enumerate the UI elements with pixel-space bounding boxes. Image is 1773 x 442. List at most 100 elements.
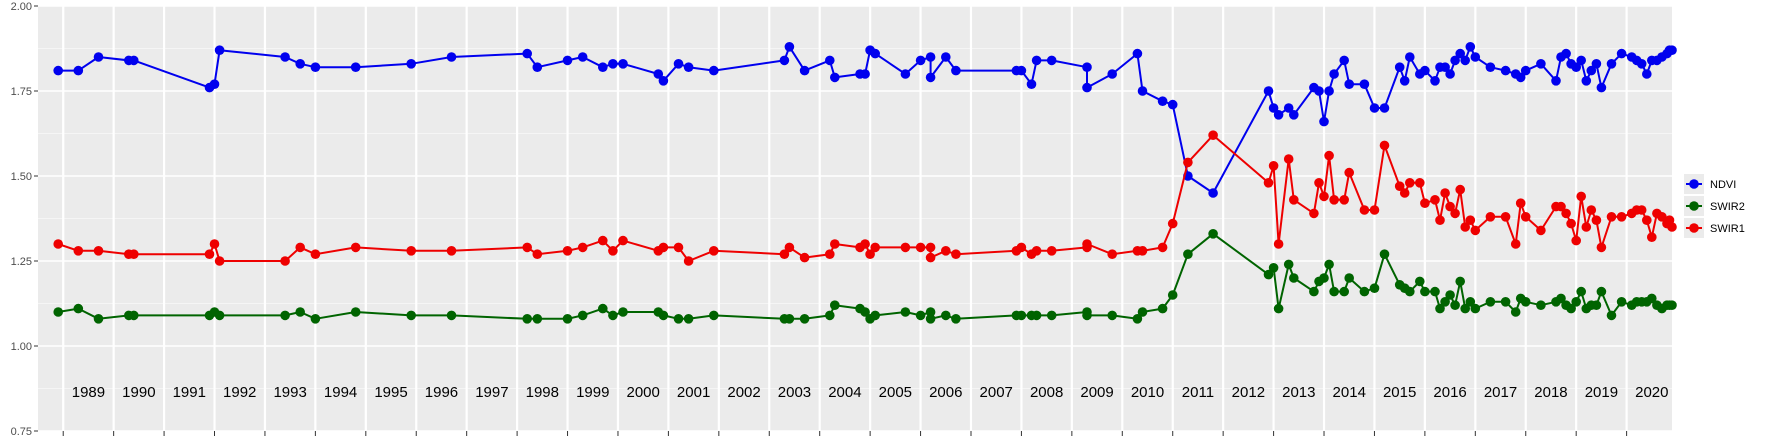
data-point: [865, 249, 875, 259]
data-point: [1566, 303, 1576, 314]
data-point: [1415, 276, 1425, 287]
data-point: [1500, 297, 1511, 307]
data-point: [825, 310, 835, 321]
data-point: [93, 314, 104, 324]
data-point: [1455, 184, 1465, 195]
data-point: [1208, 229, 1218, 239]
data-point: [1485, 62, 1496, 72]
data-point: [1636, 205, 1647, 215]
data-point: [925, 72, 936, 83]
data-point: [129, 310, 139, 321]
data-point: [1415, 178, 1425, 188]
data-point: [1379, 249, 1390, 259]
data-point: [1576, 191, 1586, 202]
data-point: [1647, 293, 1657, 304]
data-point: [446, 310, 457, 321]
grid-lines: [38, 5, 1672, 432]
year-label: 1994: [324, 384, 357, 401]
data-point: [1273, 303, 1284, 314]
year-label: 2007: [980, 384, 1013, 401]
data-point: [1435, 215, 1445, 225]
data-point: [618, 235, 628, 246]
data-point: [1208, 130, 1218, 140]
data-point: [1309, 208, 1319, 219]
data-point: [350, 62, 361, 72]
data-point: [1289, 273, 1299, 283]
data-point: [1319, 273, 1329, 283]
data-point: [683, 314, 694, 324]
data-point: [1369, 205, 1380, 215]
data-point: [900, 69, 911, 79]
data-point: [830, 300, 840, 311]
y-tick-label: 2.00: [11, 1, 32, 13]
year-label: 1995: [374, 384, 407, 401]
data-point: [1536, 225, 1546, 236]
data-point: [1268, 103, 1279, 113]
data-point: [1596, 82, 1607, 93]
data-point: [1026, 79, 1037, 89]
data-point: [1132, 48, 1143, 59]
data-point: [1283, 154, 1294, 164]
data-point: [1208, 188, 1218, 198]
data-point: [93, 246, 104, 256]
data-point: [951, 65, 961, 76]
data-point: [608, 59, 618, 69]
data-point: [73, 303, 84, 314]
data-point: [1576, 286, 1586, 297]
data-point: [1435, 303, 1445, 314]
year-label: 2008: [1030, 384, 1063, 401]
data-point: [653, 69, 664, 79]
data-point: [1359, 286, 1370, 297]
data-point: [1167, 99, 1178, 110]
year-label: 2019: [1585, 384, 1618, 401]
data-point: [860, 239, 870, 249]
year-label: 2002: [727, 384, 760, 401]
data-point: [295, 242, 306, 253]
data-point: [1561, 208, 1571, 219]
data-point: [860, 69, 870, 79]
data-point: [1571, 62, 1581, 72]
data-point: [1263, 269, 1274, 280]
data-point: [925, 307, 936, 317]
data-point: [1440, 62, 1450, 72]
data-point: [598, 303, 608, 314]
year-label: 1993: [273, 384, 306, 401]
series-swir1: [53, 130, 1677, 266]
data-point: [129, 55, 139, 66]
data-point: [532, 314, 543, 324]
data-point: [53, 307, 63, 317]
data-point: [1399, 76, 1410, 86]
data-point: [784, 42, 795, 52]
data-point: [73, 246, 84, 256]
year-label: 1991: [173, 384, 206, 401]
data-point: [779, 55, 790, 66]
year-label: 2005: [879, 384, 912, 401]
data-point: [522, 242, 532, 253]
data-point: [1500, 212, 1511, 222]
data-point: [1031, 246, 1042, 256]
data-point: [1586, 205, 1597, 215]
data-point: [915, 310, 926, 321]
data-point: [1536, 59, 1546, 69]
data-point: [577, 52, 588, 62]
data-point: [1339, 55, 1349, 66]
data-point: [658, 76, 669, 86]
data-point: [1450, 55, 1460, 66]
data-point: [1647, 232, 1657, 242]
data-point: [1657, 212, 1667, 222]
data-point: [1455, 48, 1465, 59]
series-layer: [53, 42, 1677, 324]
data-point: [1470, 303, 1481, 314]
data-point: [1167, 290, 1178, 300]
data-point: [1137, 307, 1148, 317]
data-point: [1283, 103, 1294, 113]
data-point: [1369, 103, 1380, 113]
data-point: [562, 55, 573, 66]
data-point: [1319, 116, 1329, 127]
year-label: 2009: [1080, 384, 1113, 401]
legend-label: SWIR2: [1710, 201, 1745, 213]
legend: NDVI SWIR2 SWIR1: [1684, 174, 1745, 238]
data-point: [1445, 69, 1455, 79]
data-point: [1616, 48, 1627, 59]
data-point: [830, 72, 840, 83]
